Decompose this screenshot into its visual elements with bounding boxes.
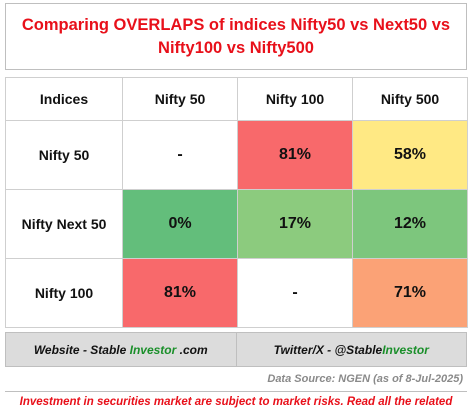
cell-value: 0% <box>122 189 238 259</box>
row-label-nifty-100: Nifty 100 <box>5 258 123 328</box>
cell-value: 12% <box>352 189 468 259</box>
cell-value: 71% <box>352 258 468 328</box>
cell-value: 58% <box>352 120 468 190</box>
twitter-prefix: Twitter/X - @Stable <box>273 342 383 357</box>
header-nifty-100: Nifty 100 <box>237 77 353 121</box>
footer-bar: Website - Stable Investor .com Twitter/X… <box>5 332 467 367</box>
header-indices: Indices <box>5 77 123 121</box>
disclaimer: Investment in securities market are subj… <box>5 391 467 414</box>
cell-value: - <box>122 120 238 190</box>
data-source: Data Source: NGEN (as of 8-Jul-2025) <box>267 373 463 385</box>
cell-value: - <box>237 258 353 328</box>
website-prefix: Website - Stable <box>33 342 127 357</box>
table-row: Nifty 50 - 81% 58% <box>5 120 468 190</box>
overlap-table: Indices Nifty 50 Nifty 100 Nifty 500 Nif… <box>5 77 468 328</box>
title-box: Comparing OVERLAPS of indices Nifty50 vs… <box>5 3 467 70</box>
website-credit: Website - Stable Investor .com <box>6 333 236 366</box>
header-nifty-500: Nifty 500 <box>352 77 468 121</box>
cell-value: 81% <box>122 258 238 328</box>
page-title: Comparing OVERLAPS of indices Nifty50 vs… <box>21 15 451 57</box>
cell-value: 17% <box>237 189 353 259</box>
twitter-brand: Investor <box>382 342 429 357</box>
website-brand: Investor <box>129 342 177 357</box>
cell-value: 81% <box>237 120 353 190</box>
website-suffix: .com <box>179 342 208 357</box>
table-header-row: Indices Nifty 50 Nifty 100 Nifty 500 <box>5 77 468 121</box>
header-nifty-50: Nifty 50 <box>122 77 238 121</box>
table-row: Nifty Next 50 0% 17% 12% <box>5 189 468 259</box>
table-row: Nifty 100 81% - 71% <box>5 258 468 328</box>
infographic: Comparing OVERLAPS of indices Nifty50 vs… <box>5 3 468 408</box>
row-label-nifty-50: Nifty 50 <box>5 120 123 190</box>
row-label-nifty-next-50: Nifty Next 50 <box>5 189 123 259</box>
twitter-credit: Twitter/X - @Stable Investor <box>235 333 467 366</box>
